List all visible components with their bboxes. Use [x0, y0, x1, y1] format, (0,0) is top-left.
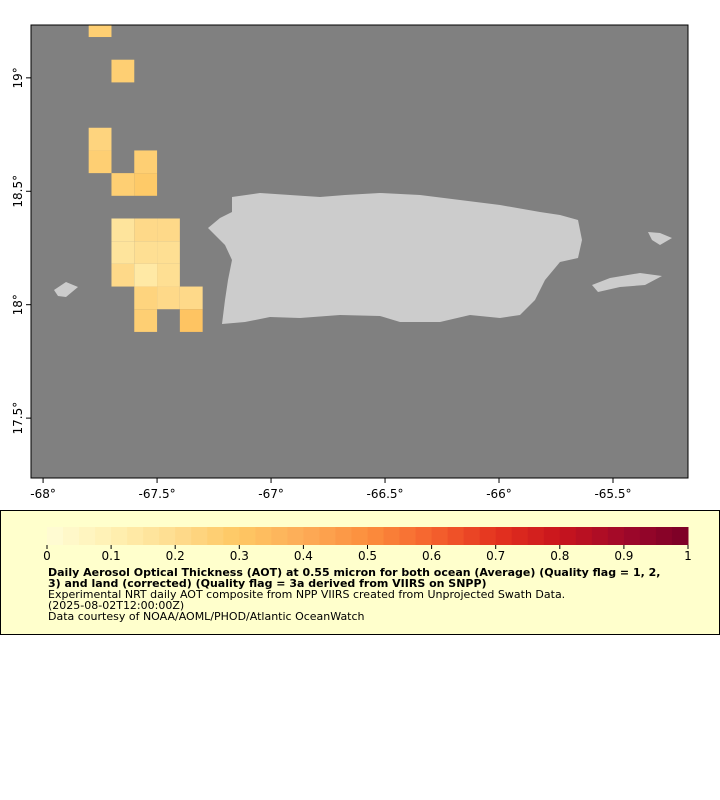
colorbar-step — [351, 527, 368, 545]
colorbar-step — [287, 527, 304, 545]
colorbar-tick-label: 0.9 — [614, 549, 633, 563]
colorbar-step — [47, 527, 64, 545]
cells — [88, 25, 203, 332]
note: Data courtesy of NOAA/AOML/PHOD/Atlantic… — [48, 610, 365, 623]
map-frame — [30, 24, 689, 479]
colorbar-tick-label: 0.4 — [294, 549, 313, 563]
colorbar-step — [495, 527, 513, 545]
colorbar-step — [143, 527, 160, 545]
aot-cell — [157, 286, 180, 310]
legend-text: Daily Aerosol Optical Thickness (AOT) at… — [48, 567, 673, 622]
aot-cell — [134, 218, 158, 242]
aot-cell — [179, 286, 203, 310]
colorbar-tick-label: 1 — [684, 549, 692, 563]
colorbar-tick-label: 0.1 — [102, 549, 121, 563]
aot-cell — [157, 218, 180, 242]
colorbar-step — [255, 527, 272, 545]
colorbar-step — [79, 527, 96, 545]
colorbar-step — [543, 527, 561, 545]
aot-cell — [179, 309, 203, 332]
aot-cell — [88, 127, 112, 151]
colorbar-step — [591, 527, 609, 545]
colorbar-step — [655, 527, 673, 545]
aot-cell — [157, 241, 180, 264]
x-tick-label: -65.5° — [594, 487, 631, 501]
colorbar-tick-label: 0 — [43, 549, 51, 563]
colorbar-step — [159, 527, 176, 545]
colorbar-step — [239, 527, 256, 545]
colorbar-step — [175, 527, 192, 545]
aot-cell — [134, 241, 158, 264]
colorbar-tick-label: 0.8 — [550, 549, 569, 563]
land — [54, 193, 672, 324]
colorbar-step — [399, 527, 417, 545]
note: Experimental NRT daily AOT composite fro… — [48, 588, 566, 601]
colorbar-step — [335, 527, 352, 545]
colorbar-step — [191, 527, 208, 545]
aot-cell — [134, 309, 158, 332]
colorbar-step — [447, 527, 465, 545]
note: (2025-08-02T12:00:00Z) — [48, 599, 185, 612]
colorbar-tick-label: 0.3 — [230, 549, 249, 563]
puerto-rico — [208, 193, 582, 324]
x-tick-label: -67° — [258, 487, 284, 501]
colorbar-step — [607, 527, 625, 545]
colorbar-step — [639, 527, 657, 545]
colorbar-step — [319, 527, 336, 545]
x-tick-label: -66.5° — [367, 487, 404, 501]
culebra — [648, 232, 672, 245]
y-tick-label: 17.5° — [11, 402, 25, 435]
colorbar-step — [559, 527, 577, 545]
aot-cell — [157, 263, 180, 287]
aot-cell — [111, 173, 135, 196]
colorbar-step — [271, 527, 288, 545]
title: Daily Aerosol Optical Thickness (AOT) at… — [48, 566, 661, 590]
colorbar-step — [431, 527, 449, 545]
colorbar-step — [207, 527, 224, 545]
colorbar-step — [671, 527, 689, 545]
colorbar-step — [527, 527, 545, 545]
colorbar-step — [367, 527, 385, 545]
colorbar-step — [303, 527, 320, 545]
aot-cell — [111, 59, 135, 83]
aot-cell — [88, 150, 112, 174]
colorbar-step — [95, 527, 112, 545]
colorbar-tick-label: 0.7 — [486, 549, 505, 563]
colorbar-tick-label: 0.2 — [166, 549, 185, 563]
colorbar-step — [127, 527, 144, 545]
aot-cell — [134, 150, 158, 174]
colorbar-step — [511, 527, 529, 545]
aot-cell — [111, 218, 135, 242]
colorbar-step — [223, 527, 240, 545]
y-tick-label: 19° — [11, 67, 25, 88]
mona — [54, 282, 78, 297]
colorbar-step — [575, 527, 593, 545]
x-tick-label: -68° — [30, 487, 56, 501]
colorbar-tick-label: 0.5 — [358, 549, 377, 563]
colorbar-step — [479, 527, 497, 545]
aot-cell — [134, 173, 158, 196]
x-tick-label: -67.5° — [139, 487, 176, 501]
colorbar-step — [383, 527, 401, 545]
colorbar-step — [415, 527, 433, 545]
vieques — [592, 273, 662, 292]
colorbar-step — [623, 527, 641, 545]
colorbar-step — [63, 527, 80, 545]
colorbar-step — [463, 527, 481, 545]
y-tick-label: 18° — [11, 294, 25, 315]
aot-cell — [88, 25, 112, 38]
colorbar-tick-label: 0.6 — [422, 549, 441, 563]
aot-cell — [134, 263, 158, 287]
aot-cell — [134, 286, 158, 310]
colorbar-step — [111, 527, 128, 545]
aot-cell — [111, 263, 135, 287]
y-tick-label: 18.5° — [11, 175, 25, 208]
aot-cell — [111, 241, 135, 264]
x-tick-label: -66° — [486, 487, 512, 501]
